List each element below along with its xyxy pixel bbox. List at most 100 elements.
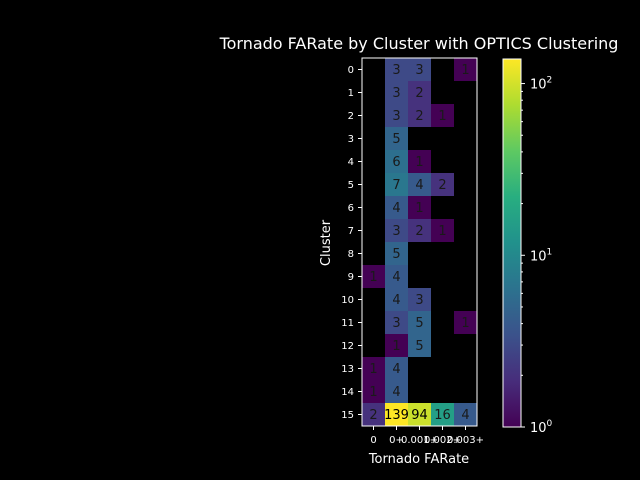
heatmap-cell	[408, 58, 431, 81]
cell-value-label: 139	[384, 408, 409, 423]
heatmap-cell	[408, 196, 431, 219]
colorbar-ticks: 100 101 102	[521, 76, 553, 436]
heatmap-cell	[385, 265, 408, 288]
cell-value-label: 4	[461, 408, 469, 423]
cell-value-label: 1	[438, 109, 446, 124]
cell-value-label: 1	[461, 316, 469, 331]
y-axis-label: Cluster	[319, 219, 334, 266]
x-axis: 0 0+0.001+0.002+0.003+	[370, 426, 484, 446]
cell-value-label: 4	[392, 362, 400, 377]
heatmap-cell	[431, 219, 454, 242]
heatmap-cell	[385, 403, 408, 426]
heatmap-cell	[385, 150, 408, 173]
cell-value-label: 7	[392, 178, 400, 193]
y-tick-label: 15	[341, 410, 354, 421]
cell-value-label: 1	[369, 270, 377, 285]
cell-value-label: 3	[392, 224, 400, 239]
cell-value-label: 1	[438, 224, 446, 239]
y-tick-label: 11	[341, 318, 354, 329]
cell-value-label: 1	[369, 385, 377, 400]
cell-value-label: 3	[392, 86, 400, 101]
cell-value-label: 1	[415, 201, 423, 216]
heatmap-cell	[431, 173, 454, 196]
y-tick-label: 9	[348, 272, 354, 283]
heatmap-cell	[385, 58, 408, 81]
cell-value-label: 3	[392, 63, 400, 78]
heatmap-cell	[362, 380, 385, 403]
heatmap-cell	[408, 81, 431, 104]
cell-value-label: 5	[415, 339, 423, 354]
cell-value-label: 1	[392, 339, 400, 354]
cell-value-label: 4	[392, 293, 400, 308]
cell-value-label: 2	[415, 224, 423, 239]
heatmap-cell	[385, 127, 408, 150]
y-tick-label: 4	[348, 157, 354, 168]
heatmap-cell	[385, 81, 408, 104]
x-tick-label: 0.003+	[447, 435, 484, 446]
heatmap-cell	[408, 173, 431, 196]
y-tick-label: 14	[341, 387, 354, 398]
cell-value-label: 3	[415, 293, 423, 308]
x-tick-label: 0.001+	[401, 435, 438, 446]
cell-value-label: 2	[415, 86, 423, 101]
heatmap-cell	[385, 173, 408, 196]
x-axis-label: Tornado FARate	[368, 452, 469, 467]
cell-value-label: 3	[415, 63, 423, 78]
heatmap-cell	[385, 104, 408, 127]
cell-value-label: 4	[392, 385, 400, 400]
heatmap-cell	[454, 403, 477, 426]
colorbar-gradient	[502, 58, 522, 428]
y-tick-label: 5	[348, 180, 354, 191]
heatmap-cell	[454, 311, 477, 334]
heatmap-cell	[385, 242, 408, 265]
cell-value-label: 6	[392, 155, 400, 170]
y-tick-label: 10	[341, 295, 354, 306]
x-tick-label: 0.002+	[424, 435, 461, 446]
heatmap-cell	[408, 104, 431, 127]
heatmap-cell	[385, 219, 408, 242]
cell-value-label: 2	[438, 178, 446, 193]
heatmap-cell	[408, 403, 431, 426]
chart-title: Tornado FARate by Cluster with OPTICS Cl…	[219, 34, 619, 53]
cell-value-label: 4	[392, 201, 400, 216]
colorbar-tick-label: 102	[530, 76, 552, 93]
cell-value-label: 1	[415, 155, 423, 170]
heatmap-cell	[431, 403, 454, 426]
heatmap-cell	[454, 58, 477, 81]
heatmap-cell	[385, 357, 408, 380]
cell-value-label: 4	[415, 178, 423, 193]
heatmap-cell	[362, 357, 385, 380]
y-tick-label: 8	[348, 249, 354, 260]
x-tick-label: 0+	[389, 435, 404, 446]
cell-value-label: 5	[392, 132, 400, 147]
heatmap-cell	[385, 380, 408, 403]
heatmap-cell	[385, 288, 408, 311]
cell-value-label: 4	[392, 270, 400, 285]
heatmap: 3 3 13 23 2 156 17 4 24 13 2 151 44 33 5 11 51 41 42 139 94 1…	[361, 57, 478, 427]
x-tick-label: 0	[370, 435, 376, 446]
y-tick-label: 3	[348, 134, 354, 145]
heatmap-cell	[408, 219, 431, 242]
cell-value-label: 1	[369, 362, 377, 377]
heatmap-cell	[385, 196, 408, 219]
cell-value-label: 16	[434, 408, 451, 423]
heatmap-cell	[408, 150, 431, 173]
heatmap-cell	[385, 311, 408, 334]
colorbar	[502, 58, 522, 428]
y-tick-label: 12	[341, 341, 354, 352]
colorbar-tick-label: 101	[530, 247, 552, 264]
heatmap-cell	[408, 334, 431, 357]
heatmap-cell	[408, 311, 431, 334]
heatmap-cell	[362, 265, 385, 288]
cell-value-label: 2	[415, 109, 423, 124]
cell-value-label: 2	[369, 408, 377, 423]
cell-value-label: 94	[411, 408, 428, 423]
cell-value-label: 3	[392, 109, 400, 124]
heatmap-cell	[385, 334, 408, 357]
y-tick-label: 2	[348, 111, 354, 122]
y-tick-label: 7	[348, 226, 354, 237]
heatmap-cell	[362, 403, 385, 426]
y-tick-label: 0	[348, 65, 354, 76]
